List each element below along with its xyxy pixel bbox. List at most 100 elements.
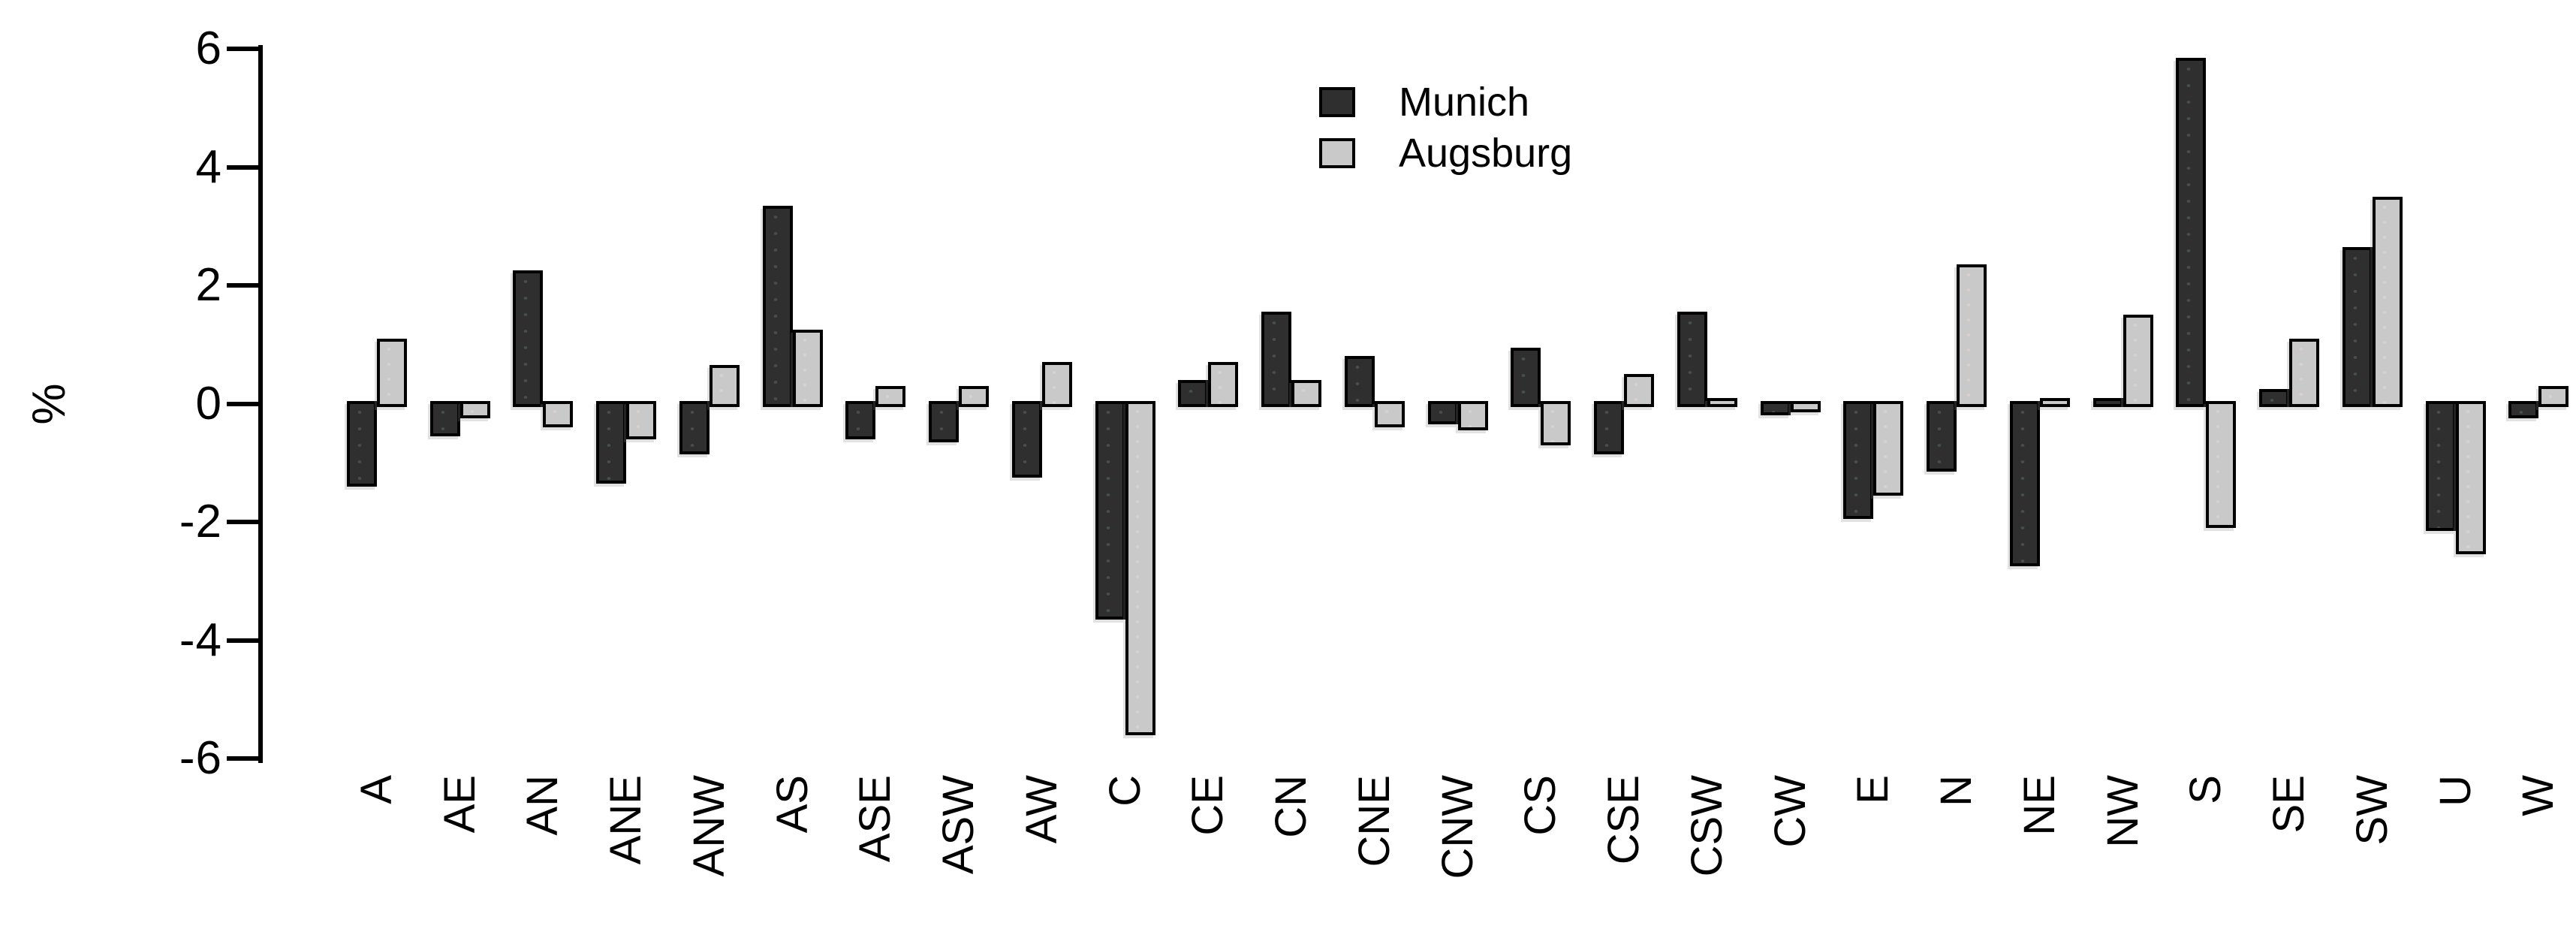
x-label-ne: NE xyxy=(2014,775,2064,836)
legend: Munich Augsburg xyxy=(1319,80,1573,186)
y-tick-label: -4 xyxy=(179,614,222,666)
bar-augsburg-u xyxy=(2455,400,2486,555)
y-tick-label: 0 xyxy=(195,377,222,430)
y-tick-mark xyxy=(227,47,258,51)
bar-augsburg-cw xyxy=(1790,400,1821,413)
x-label-se: SE xyxy=(2264,775,2314,834)
bar-munich-cs xyxy=(1511,347,1541,407)
x-label-anw: ANW xyxy=(684,775,734,877)
y-tick-label: 6 xyxy=(195,23,222,74)
x-label-cnw: CNW xyxy=(1433,775,1482,879)
bar-munich-ane xyxy=(596,400,627,484)
y-axis-line xyxy=(258,45,263,763)
y-tick-mark xyxy=(227,520,258,524)
bar-munich-u xyxy=(2425,400,2456,531)
bar-munich-cse xyxy=(1594,400,1625,454)
x-label-cw: CW xyxy=(1765,775,1815,848)
x-label-c: C xyxy=(1100,775,1149,807)
bar-munich-aw xyxy=(1011,400,1042,478)
x-label-cse: CSE xyxy=(1599,775,1649,865)
bar-munich-se xyxy=(2259,388,2290,407)
y-tick-label: -2 xyxy=(179,496,222,547)
y-tick-label: -6 xyxy=(179,732,222,784)
x-label-nw: NW xyxy=(2098,775,2147,848)
y-tick-label: 2 xyxy=(195,259,222,311)
x-label-u: U xyxy=(2430,775,2480,807)
bar-augsburg-ane xyxy=(626,400,657,439)
bar-augsburg-ae xyxy=(459,400,490,419)
bar-munich-ae xyxy=(429,400,460,436)
bar-augsburg-sw xyxy=(2372,196,2403,407)
x-label-ane: ANE xyxy=(601,775,651,865)
bar-augsburg-anw xyxy=(709,365,740,407)
bar-augsburg-csw xyxy=(1707,397,1737,407)
legend-swatch-augsburg-icon xyxy=(1319,138,1355,168)
bar-munich-nw xyxy=(2092,397,2123,407)
bar-augsburg-se xyxy=(2289,338,2320,407)
x-label-ase: ASE xyxy=(851,775,900,863)
bar-augsburg-aw xyxy=(1041,362,1072,407)
bar-augsburg-cs xyxy=(1541,400,1571,445)
bar-munich-e xyxy=(1843,400,1874,520)
y-tick-mark xyxy=(227,283,258,288)
x-label-cn: CN xyxy=(1267,775,1316,838)
bar-augsburg-an xyxy=(543,400,574,428)
x-label-asw: ASW xyxy=(934,775,984,875)
x-label-an: AN xyxy=(518,775,568,836)
bar-augsburg-c xyxy=(1125,400,1155,735)
x-label-ce: CE xyxy=(1183,775,1233,836)
bar-augsburg-a xyxy=(377,338,407,407)
x-label-s: S xyxy=(2181,775,2231,804)
y-tick-label: 4 xyxy=(195,140,222,193)
y-tick-mark xyxy=(227,401,258,406)
bar-munich-s xyxy=(2176,57,2207,407)
x-label-a: A xyxy=(352,775,401,804)
bar-augsburg-asw xyxy=(959,385,990,407)
bar-munich-cne xyxy=(1344,356,1375,407)
bar-augsburg-cne xyxy=(1374,400,1405,428)
bar-augsburg-ne xyxy=(2039,397,2070,407)
bar-augsburg-w xyxy=(2538,385,2569,407)
bar-munich-a xyxy=(347,400,377,487)
bar-munich-csw xyxy=(1677,312,1707,407)
bar-augsburg-ce xyxy=(1208,362,1239,407)
x-label-as: AS xyxy=(767,775,817,834)
x-label-cne: CNE xyxy=(1349,775,1399,867)
bar-munich-as xyxy=(762,205,793,407)
y-tick-mark xyxy=(227,164,258,170)
x-label-ae: AE xyxy=(435,775,484,834)
legend-swatch-munich-icon xyxy=(1319,87,1355,117)
bar-munich-ase xyxy=(845,400,876,439)
bar-munich-anw xyxy=(679,400,710,454)
legend-row-munich: Munich xyxy=(1319,80,1572,125)
x-label-e: E xyxy=(1848,775,1898,804)
y-tick-mark xyxy=(227,638,258,643)
bar-augsburg-ase xyxy=(875,385,906,407)
bar-munich-ne xyxy=(2009,400,2040,567)
x-label-cs: CS xyxy=(1516,775,1565,836)
bar-munich-c xyxy=(1095,400,1125,620)
y-tick-mark xyxy=(227,756,258,761)
bar-munich-ce xyxy=(1178,379,1209,407)
bar-augsburg-cse xyxy=(1624,374,1655,407)
bar-augsburg-n xyxy=(1957,264,1987,407)
bar-munich-cnw xyxy=(1427,400,1458,425)
bar-munich-asw xyxy=(929,400,960,442)
legend-row-augsburg: Augsburg xyxy=(1319,131,1573,176)
bar-augsburg-cn xyxy=(1291,379,1322,407)
x-label-aw: AW xyxy=(1017,775,1066,844)
bar-augsburg-nw xyxy=(2123,315,2153,407)
legend-label-munich: Munich xyxy=(1399,80,1530,125)
bar-augsburg-s xyxy=(2206,400,2237,528)
bar-munich-cw xyxy=(1760,400,1791,416)
legend-label-augsburg: Augsburg xyxy=(1399,131,1573,176)
bar-augsburg-e xyxy=(1873,400,1904,496)
x-label-n: N xyxy=(1932,775,1981,807)
x-label-sw: SW xyxy=(2347,775,2397,846)
x-label-w: W xyxy=(2514,775,2563,816)
bar-munich-w xyxy=(2508,400,2539,419)
bar-munich-cn xyxy=(1261,312,1292,407)
bar-munich-an xyxy=(513,270,544,407)
bar-munich-n xyxy=(1927,400,1957,472)
